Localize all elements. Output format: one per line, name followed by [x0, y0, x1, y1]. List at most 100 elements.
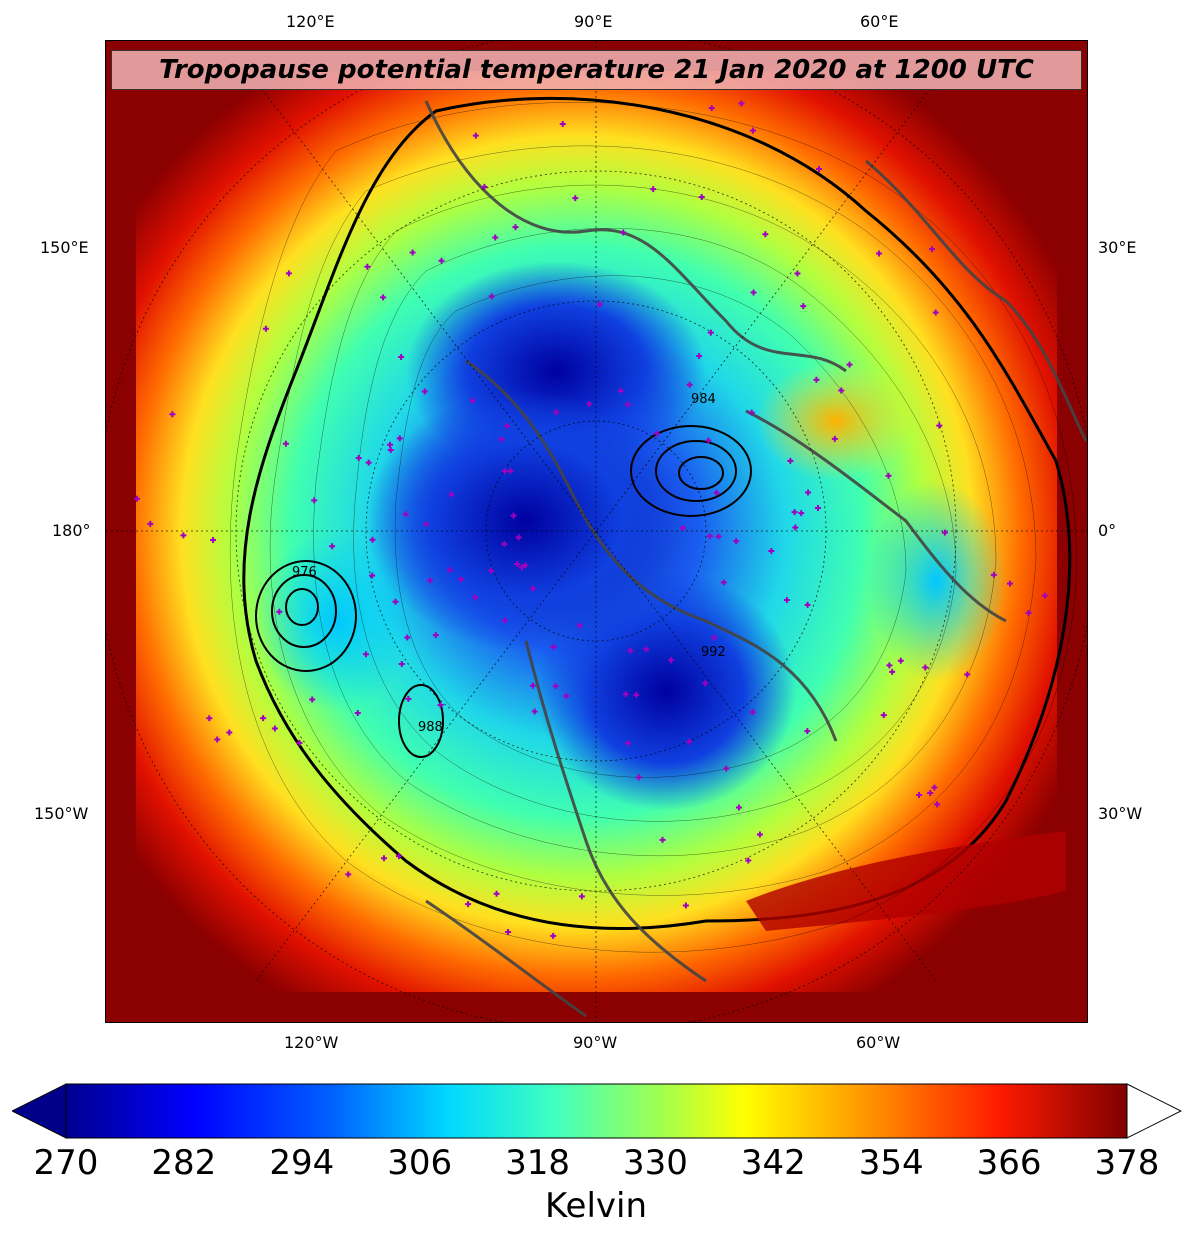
observation-marker — [720, 579, 727, 586]
observation-marker — [563, 692, 570, 699]
graticule — [106, 41, 1087, 1022]
colorbar-tick-378: 378 — [1094, 1143, 1160, 1183]
observation-marker — [713, 489, 720, 496]
observation-marker — [396, 435, 403, 442]
observation-marker — [515, 534, 522, 541]
observation-marker — [625, 740, 632, 747]
observation-marker — [514, 561, 521, 568]
slp-contours-pacific — [398, 684, 444, 758]
observation-marker — [488, 293, 495, 300]
observation-marker — [805, 489, 812, 496]
observation-marker — [387, 446, 394, 453]
observation-marker — [846, 361, 853, 368]
observation-marker — [427, 577, 434, 584]
observation-marker — [501, 468, 508, 475]
observation-marker — [402, 511, 409, 518]
observation-marker — [698, 193, 705, 200]
observation-marker — [510, 512, 517, 519]
observation-marker — [309, 696, 316, 703]
map-canvas: 984 976 988 992 — [106, 41, 1087, 1022]
observation-marker — [931, 784, 938, 791]
observation-marker — [679, 524, 686, 531]
observation-marker — [880, 712, 887, 719]
observation-marker — [262, 325, 269, 332]
observation-marker — [503, 422, 510, 429]
observation-marker — [492, 234, 499, 241]
observation-marker — [369, 572, 376, 579]
observation-marker — [518, 564, 525, 571]
observation-marker — [387, 441, 394, 448]
colorbar — [12, 1083, 1182, 1139]
observation-marker — [282, 440, 289, 447]
observation-marker — [749, 127, 756, 134]
observation-marker — [276, 608, 283, 615]
observation-marker — [380, 294, 387, 301]
observation-marker — [804, 728, 811, 735]
observation-marker — [768, 548, 775, 555]
observation-marker — [505, 928, 512, 935]
lon-label-bottom-1: 120°W — [284, 1033, 339, 1052]
observation-marker — [354, 709, 361, 716]
observation-marker — [627, 647, 634, 654]
lon-label-left-1: 150°E — [40, 238, 89, 257]
observation-marker — [922, 664, 929, 671]
cold-core-south — [536, 571, 796, 811]
observation-marker — [392, 598, 399, 605]
observation-marker — [762, 231, 769, 238]
warm-ridge-europe — [756, 361, 916, 481]
observation-marker — [398, 661, 405, 668]
observation-marker — [838, 387, 845, 394]
observation-marker — [622, 691, 629, 698]
observation-marker — [501, 617, 508, 624]
lon-label-bottom-2: 90°W — [573, 1033, 618, 1052]
observation-marker — [889, 668, 896, 675]
contour-label-992: 992 — [701, 645, 726, 660]
observation-marker — [749, 709, 756, 716]
observation-marker — [794, 270, 801, 277]
colorbar-tick-306: 306 — [387, 1143, 453, 1183]
colorbar-tick-342: 342 — [740, 1143, 806, 1183]
observation-marker — [550, 932, 557, 939]
observation-marker — [465, 901, 472, 908]
observation-marker — [552, 683, 559, 690]
observation-marker — [916, 791, 923, 798]
observation-marker — [345, 871, 352, 878]
observation-marker — [756, 831, 763, 838]
observation-marker — [738, 100, 745, 107]
observation-marker — [1006, 580, 1013, 587]
observation-marker — [706, 533, 713, 540]
slp-contours-east — [630, 425, 752, 517]
observation-marker — [364, 263, 371, 270]
observation-marker — [437, 701, 444, 708]
observation-marker — [620, 229, 627, 236]
observation-marker — [362, 651, 369, 658]
observation-marker — [365, 459, 372, 466]
lon-label-bottom-3: 60°W — [856, 1033, 901, 1052]
observation-marker — [576, 622, 583, 629]
observation-marker — [686, 381, 693, 388]
observation-marker — [792, 524, 799, 531]
observation-marker — [635, 774, 642, 781]
contour-label-984: 984 — [691, 392, 716, 407]
observation-marker — [715, 533, 722, 540]
observation-marker — [876, 250, 883, 257]
observation-marker — [210, 536, 217, 543]
observation-marker — [572, 195, 579, 202]
observation-marker — [733, 538, 740, 545]
observation-marker — [507, 468, 514, 475]
observation-marker — [814, 504, 821, 511]
lon-label-right-2: 0° — [1098, 521, 1117, 540]
observation-marker — [617, 387, 624, 394]
contour-label-976: 976 — [292, 565, 317, 580]
observation-marker — [578, 893, 585, 900]
observation-marker — [897, 657, 904, 664]
observation-markers — [134, 100, 1048, 939]
observation-marker — [285, 270, 292, 277]
lon-label-top-1: 120°E — [286, 12, 335, 31]
lon-label-left-3: 150°W — [34, 804, 89, 823]
observation-marker — [226, 729, 233, 736]
lon-label-right-3: 30°W — [1098, 804, 1143, 823]
observation-marker — [783, 597, 790, 604]
cyan-tongue-west — [256, 531, 416, 711]
observation-marker — [886, 662, 893, 669]
